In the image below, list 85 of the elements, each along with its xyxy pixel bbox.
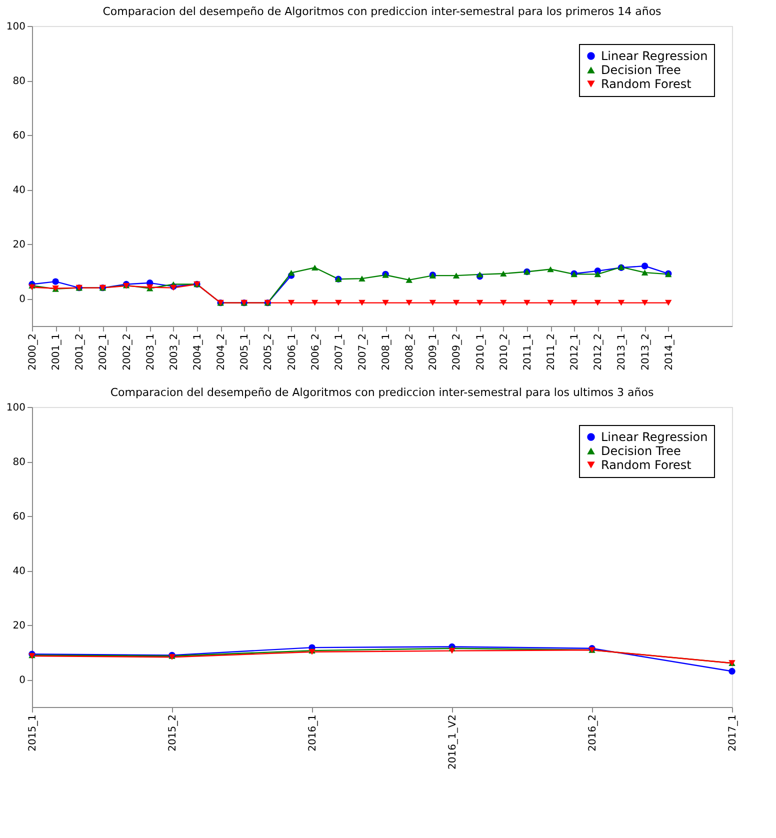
point: [358, 276, 366, 282]
point: [452, 300, 460, 306]
legend-label: Linear Regression: [601, 430, 708, 444]
point: [641, 270, 648, 276]
x-tick-label: 2008_1: [381, 334, 392, 370]
x-tick-label: 2014_1: [664, 334, 675, 370]
point: [52, 278, 59, 285]
x-tick-label: 2007_2: [357, 334, 368, 370]
y-tick-label: 100: [6, 402, 26, 414]
x-tick-label: 2010_2: [498, 334, 510, 370]
point: [476, 272, 484, 278]
x-tick-label: 2015_1: [28, 714, 38, 752]
chart-title: Comparacion del desempeño de Algoritmos con prediccion inter-semestral para los ultimos 3 años: [110, 386, 654, 399]
point: [358, 300, 366, 306]
x-tick-label: 2009_2: [452, 334, 463, 370]
x-tick-label: 2012_2: [593, 334, 604, 370]
legend-label: Decision Tree: [601, 444, 681, 458]
point: [618, 300, 625, 306]
x-tick-label: 2010_1: [475, 334, 486, 370]
point: [594, 300, 602, 306]
point: [641, 262, 648, 270]
y-tick-label: 0: [19, 675, 26, 686]
point: [311, 300, 318, 306]
x-tick-label: 2015_2: [168, 714, 178, 752]
x-tick-label: 2005_2: [263, 334, 274, 370]
y-tick-label: 20: [12, 240, 26, 251]
x-tick-label: 2003_1: [145, 334, 156, 370]
y-tick-label: 60: [12, 130, 26, 142]
x-tick-label: 2001_1: [51, 334, 62, 370]
x-tick-label: 2013_2: [640, 334, 652, 370]
x-tick-label: 2011_2: [546, 334, 558, 370]
x-tick-label: 2016_1_V2: [448, 714, 458, 770]
y-tick-label: 0: [19, 294, 26, 306]
x-tick-label: 2008_2: [404, 334, 416, 370]
x-tick-label: 2017_1: [728, 714, 738, 752]
x-tick-label: 2003_2: [168, 334, 180, 370]
point: [448, 648, 456, 654]
point: [594, 271, 602, 278]
y-tick-label: 40: [12, 185, 26, 196]
legend-label: Random Forest: [601, 77, 692, 91]
point: [547, 266, 554, 272]
x-tick-label: 2005_1: [240, 334, 251, 370]
x-tick-label: 2007_1: [334, 334, 345, 370]
x-tick-label: 2009_1: [428, 334, 440, 370]
point: [641, 300, 648, 306]
point: [311, 264, 318, 271]
x-tick-label: 2002_1: [98, 334, 110, 370]
point: [547, 300, 554, 306]
x-tick-label: 2016_2: [588, 714, 598, 752]
x-tick-label: 2000_2: [28, 334, 38, 370]
x-tick-label: 2004_1: [192, 334, 204, 370]
chart-title: Comparacion del desempeño de Algoritmos con prediccion inter-semestral para los primeros 14 años: [102, 5, 662, 18]
point: [406, 277, 412, 283]
x-tick-label: 2002_2: [122, 334, 133, 370]
point: [570, 300, 578, 306]
y-tick-label: 20: [12, 620, 26, 632]
point: [500, 270, 507, 277]
point: [406, 300, 412, 306]
point: [335, 300, 342, 306]
y-tick-label: 100: [6, 22, 26, 32]
y-tick-label: 80: [12, 76, 26, 88]
x-tick-label: 2001_2: [74, 334, 86, 370]
x-tick-label: 2004_2: [216, 334, 228, 370]
legend-label: Linear Regression: [601, 49, 708, 63]
x-tick-label: 2012_1: [570, 334, 581, 370]
legend-label: Random Forest: [601, 458, 692, 472]
point: [665, 300, 672, 306]
point: [429, 300, 436, 306]
x-tick-label: 2006_2: [310, 334, 322, 370]
x-tick-label: 2011_1: [522, 334, 534, 370]
point: [452, 272, 460, 278]
point: [500, 300, 507, 306]
y-tick-label: 60: [12, 512, 26, 523]
point: [288, 300, 295, 306]
y-tick-label: 40: [12, 566, 26, 578]
point: [728, 668, 736, 675]
point: [476, 300, 484, 306]
point: [288, 270, 295, 276]
legend-label: Decision Tree: [601, 63, 681, 77]
x-tick-label: 2013_1: [616, 334, 628, 370]
x-tick-label: 2006_1: [286, 334, 298, 370]
y-tick-label: 80: [12, 457, 26, 468]
x-tick-label: 2016_1: [308, 714, 318, 752]
point: [382, 300, 389, 306]
point: [524, 300, 530, 306]
